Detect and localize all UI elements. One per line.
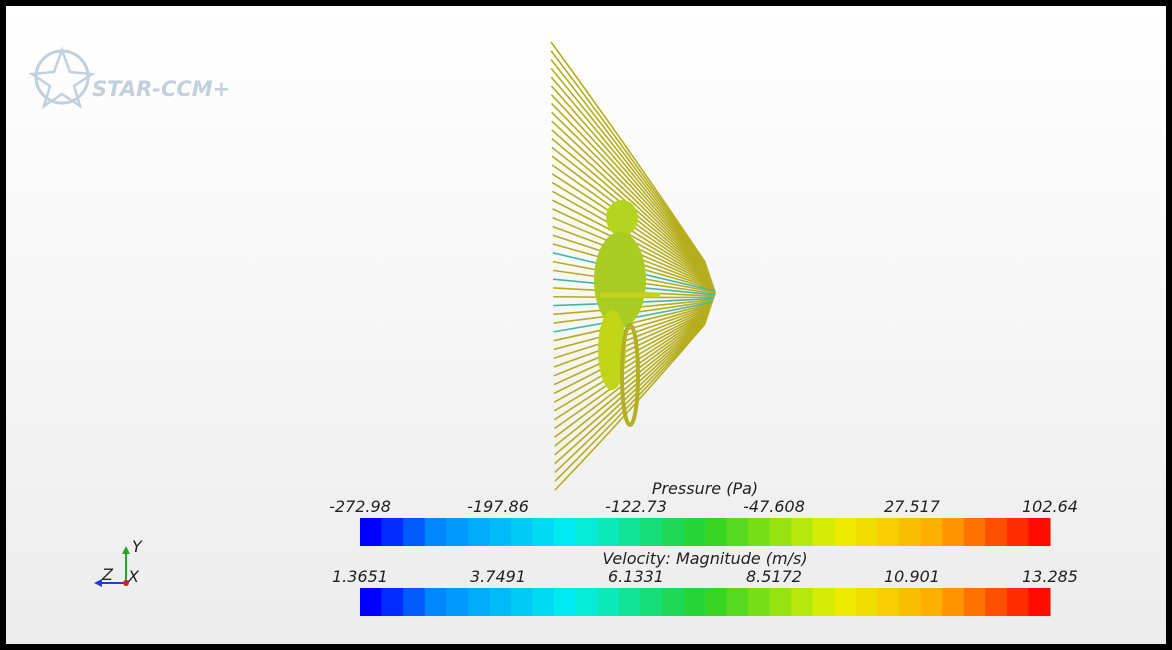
color-segment [554, 588, 576, 616]
color-segment [662, 518, 684, 546]
color-segment [619, 518, 641, 546]
color-segment [705, 518, 727, 546]
color-segment [791, 518, 813, 546]
color-segment [489, 518, 511, 546]
color-segment [446, 588, 468, 616]
color-segment [425, 588, 447, 616]
color-segment [597, 588, 619, 616]
color-segment [576, 588, 598, 616]
scalar-bar-title: Velocity: Magnitude (m/s) [602, 549, 807, 568]
color-segment [533, 518, 555, 546]
color-segment [964, 588, 986, 616]
color-segment [382, 518, 404, 546]
scalar-bar-tick-label: 10.901 [884, 567, 940, 586]
scalar-bar-tick-label: -197.86 [467, 497, 529, 516]
color-segment [619, 588, 641, 616]
y-label: Y [132, 537, 143, 556]
scalar-bar-tick-label: 13.285 [1022, 567, 1078, 586]
color-segment [403, 588, 425, 616]
color-segment [834, 518, 856, 546]
color-segment [554, 518, 576, 546]
color-segment [425, 518, 447, 546]
scalar-bar-tick-label: -122.73 [605, 497, 667, 516]
color-segment [791, 588, 813, 616]
color-segment [985, 518, 1007, 546]
color-segment [468, 588, 490, 616]
color-segment [813, 588, 835, 616]
color-segment [662, 588, 684, 616]
color-segment [382, 588, 404, 616]
color-segment [942, 588, 964, 616]
color-segment [878, 588, 900, 616]
color-segment [770, 588, 792, 616]
color-segment [1007, 518, 1029, 546]
torso [594, 232, 646, 328]
color-segment [985, 588, 1007, 616]
color-segment [403, 518, 425, 546]
scalar-bar-title: Pressure (Pa) [652, 479, 758, 498]
viewport: STAR-CCM+ Pressure (Pa) -272.98 -197.86 -12… [0, 0, 1172, 650]
color-segment [813, 518, 835, 546]
color-segment [705, 588, 727, 616]
scene-background [6, 6, 1166, 644]
x-label: X [127, 567, 140, 586]
color-segment [856, 518, 878, 546]
color-segment [511, 588, 533, 616]
color-segment [1007, 588, 1029, 616]
color-segment [942, 518, 964, 546]
logo-text: STAR-CCM+ [92, 77, 230, 101]
color-segment [683, 518, 705, 546]
z-label: Z [101, 565, 114, 584]
scalar-bar-tick-label: 3.7491 [470, 567, 526, 586]
scalar-bar-tick-label: -272.98 [329, 497, 391, 516]
scalar-bar-tick-label: 1.3651 [332, 567, 388, 586]
color-segment [360, 518, 382, 546]
color-segment [640, 518, 662, 546]
color-segment [489, 588, 511, 616]
scalar-bar-tick-label: 102.64 [1022, 497, 1078, 516]
color-segment [640, 588, 662, 616]
color-segment [1028, 588, 1050, 616]
color-segment [576, 518, 598, 546]
color-segment [597, 518, 619, 546]
color-segment [748, 518, 770, 546]
color-segment [856, 588, 878, 616]
color-segment [727, 588, 749, 616]
color-segment [748, 588, 770, 616]
helmet [606, 200, 638, 236]
color-segment [727, 518, 749, 546]
color-segment [899, 588, 921, 616]
color-segment [511, 518, 533, 546]
color-segment [921, 518, 943, 546]
color-segment [683, 588, 705, 616]
color-segment [1028, 518, 1050, 546]
scalar-bar-tick-label: 6.1331 [608, 567, 664, 586]
scalar-bar-tick-label: -47.608 [743, 497, 805, 516]
scalar-bar-tick-label: 8.5172 [746, 567, 802, 586]
color-segment [446, 518, 468, 546]
color-segment [468, 518, 490, 546]
scalar-bar-tick-label: 27.517 [884, 497, 941, 516]
color-segment [964, 518, 986, 546]
color-segment [360, 588, 382, 616]
color-segment [899, 518, 921, 546]
color-segment [878, 518, 900, 546]
color-segment [834, 588, 856, 616]
color-segment [533, 588, 555, 616]
color-segment [921, 588, 943, 616]
color-segment [770, 518, 792, 546]
